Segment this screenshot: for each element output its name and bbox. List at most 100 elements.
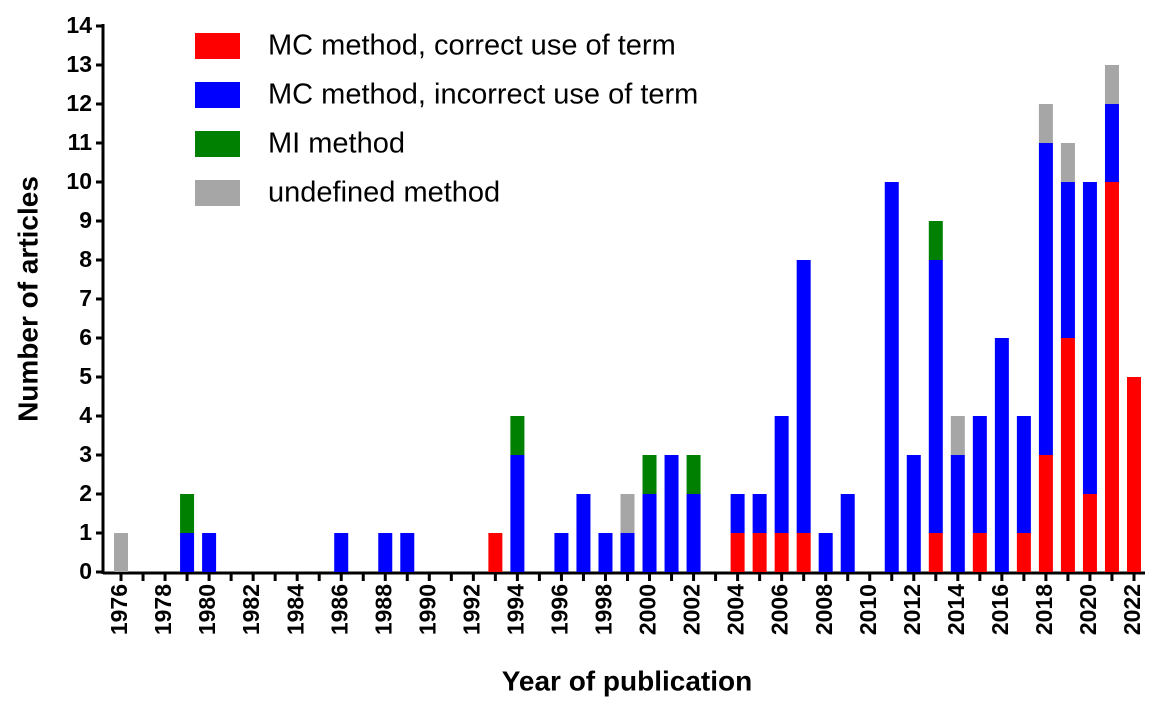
bar-segment (554, 533, 569, 572)
bar-segment (928, 221, 943, 260)
y-tick-label: 13 (66, 51, 92, 77)
bar-segment (378, 533, 393, 572)
bar-segment (1104, 65, 1119, 104)
bar-segment (1104, 104, 1119, 182)
y-tick-label: 2 (79, 480, 92, 506)
bar-segment (796, 533, 811, 572)
x-tick-label: 1984 (282, 584, 308, 635)
y-tick-label: 5 (79, 363, 92, 389)
bar-segment (510, 416, 525, 455)
y-tick-label: 14 (66, 12, 92, 38)
bar-segment (730, 494, 745, 533)
bar-segment (686, 455, 701, 494)
x-tick-label: 1982 (238, 584, 264, 635)
y-tick-label: 6 (79, 324, 92, 350)
x-tick-label: 1998 (591, 584, 617, 635)
x-tick-label: 2000 (635, 584, 661, 635)
y-tick-label: 8 (79, 246, 92, 272)
bar-segment (620, 494, 635, 533)
bar-segment (928, 260, 943, 533)
bar-segment (972, 416, 987, 533)
y-tick-label: 12 (66, 90, 92, 116)
bar-segment (180, 494, 195, 533)
bar-segment (752, 533, 767, 572)
bar-segment (1060, 338, 1075, 572)
y-tick-label: 10 (66, 168, 92, 194)
x-tick-label: 1994 (502, 584, 528, 635)
bar-segment (730, 533, 745, 572)
x-tick-label: 2002 (679, 584, 705, 635)
bar-segment (202, 533, 217, 572)
x-tick-label: 2010 (855, 584, 881, 635)
bar-segment (818, 533, 833, 572)
y-tick-label: 4 (79, 402, 92, 428)
x-tick-label: 2008 (811, 584, 837, 635)
x-tick-label: 2014 (943, 584, 969, 635)
bar-segment (1060, 182, 1075, 338)
x-tick-label: 1996 (547, 584, 573, 635)
legend-label: MC method, correct use of term (268, 30, 676, 62)
bar-segment (972, 533, 987, 572)
legend-label: undefined method (268, 177, 500, 209)
bar-segment (576, 494, 591, 572)
bar-segment (1016, 533, 1031, 572)
bar-segment (1038, 143, 1053, 455)
x-tick-label: 1976 (106, 584, 132, 635)
bar-segment (488, 533, 503, 572)
y-tick-label: 3 (79, 441, 92, 467)
y-tick-label: 7 (79, 285, 92, 311)
x-tick-label: 2022 (1119, 584, 1145, 635)
bar-segment (950, 416, 965, 455)
legend-label: MI method (268, 128, 405, 160)
x-tick-label: 2018 (1031, 584, 1057, 635)
y-tick-label: 1 (79, 519, 92, 545)
y-tick-label: 9 (79, 207, 92, 233)
bar-segment (334, 533, 349, 572)
bar-segment (642, 494, 657, 572)
bar-segment (400, 533, 415, 572)
bar-segment (994, 338, 1009, 572)
x-tick-label: 2016 (987, 584, 1013, 635)
bar-segment (1082, 182, 1097, 494)
y-tick-label: 0 (79, 558, 92, 584)
x-tick-label: 1990 (414, 584, 440, 635)
bar-segment (114, 533, 129, 572)
x-tick-label: 2020 (1075, 584, 1101, 635)
bar-segment (1016, 416, 1031, 533)
bar-segment (1038, 104, 1053, 143)
bar-segment (774, 533, 789, 572)
bar-segment (598, 533, 613, 572)
legend-swatch (195, 33, 240, 59)
x-tick-label: 2004 (723, 584, 749, 635)
bar-segment (840, 494, 855, 572)
legend-swatch (195, 82, 240, 108)
x-tick-label: 1986 (326, 584, 352, 635)
legend-swatch (195, 131, 240, 157)
bar-segment (928, 533, 943, 572)
bar-segment (620, 533, 635, 572)
x-tick-label: 1980 (194, 584, 220, 635)
bar-segment (884, 182, 899, 572)
x-tick-label: 2012 (899, 584, 925, 635)
bar-segment (774, 416, 789, 533)
bar-segment (510, 455, 525, 572)
bar-segment (1126, 377, 1141, 572)
bar-segment (1038, 455, 1053, 572)
bar-segment (752, 494, 767, 533)
bar-segment (906, 455, 921, 572)
bar-segment (686, 494, 701, 572)
bar-segment (950, 455, 965, 572)
bar-segment (180, 533, 195, 572)
x-tick-label: 1992 (458, 584, 484, 635)
bar-segment (1082, 494, 1097, 572)
bar-segment (1060, 143, 1075, 182)
y-tick-label: 11 (68, 129, 93, 155)
bar-segment (1104, 182, 1119, 572)
bar-segment (796, 260, 811, 533)
y-axis-label: Number of articles (12, 176, 43, 422)
legend-swatch (195, 180, 240, 206)
bar-segment (642, 455, 657, 494)
x-tick-label: 2006 (767, 584, 793, 635)
bar-segment (664, 455, 679, 572)
